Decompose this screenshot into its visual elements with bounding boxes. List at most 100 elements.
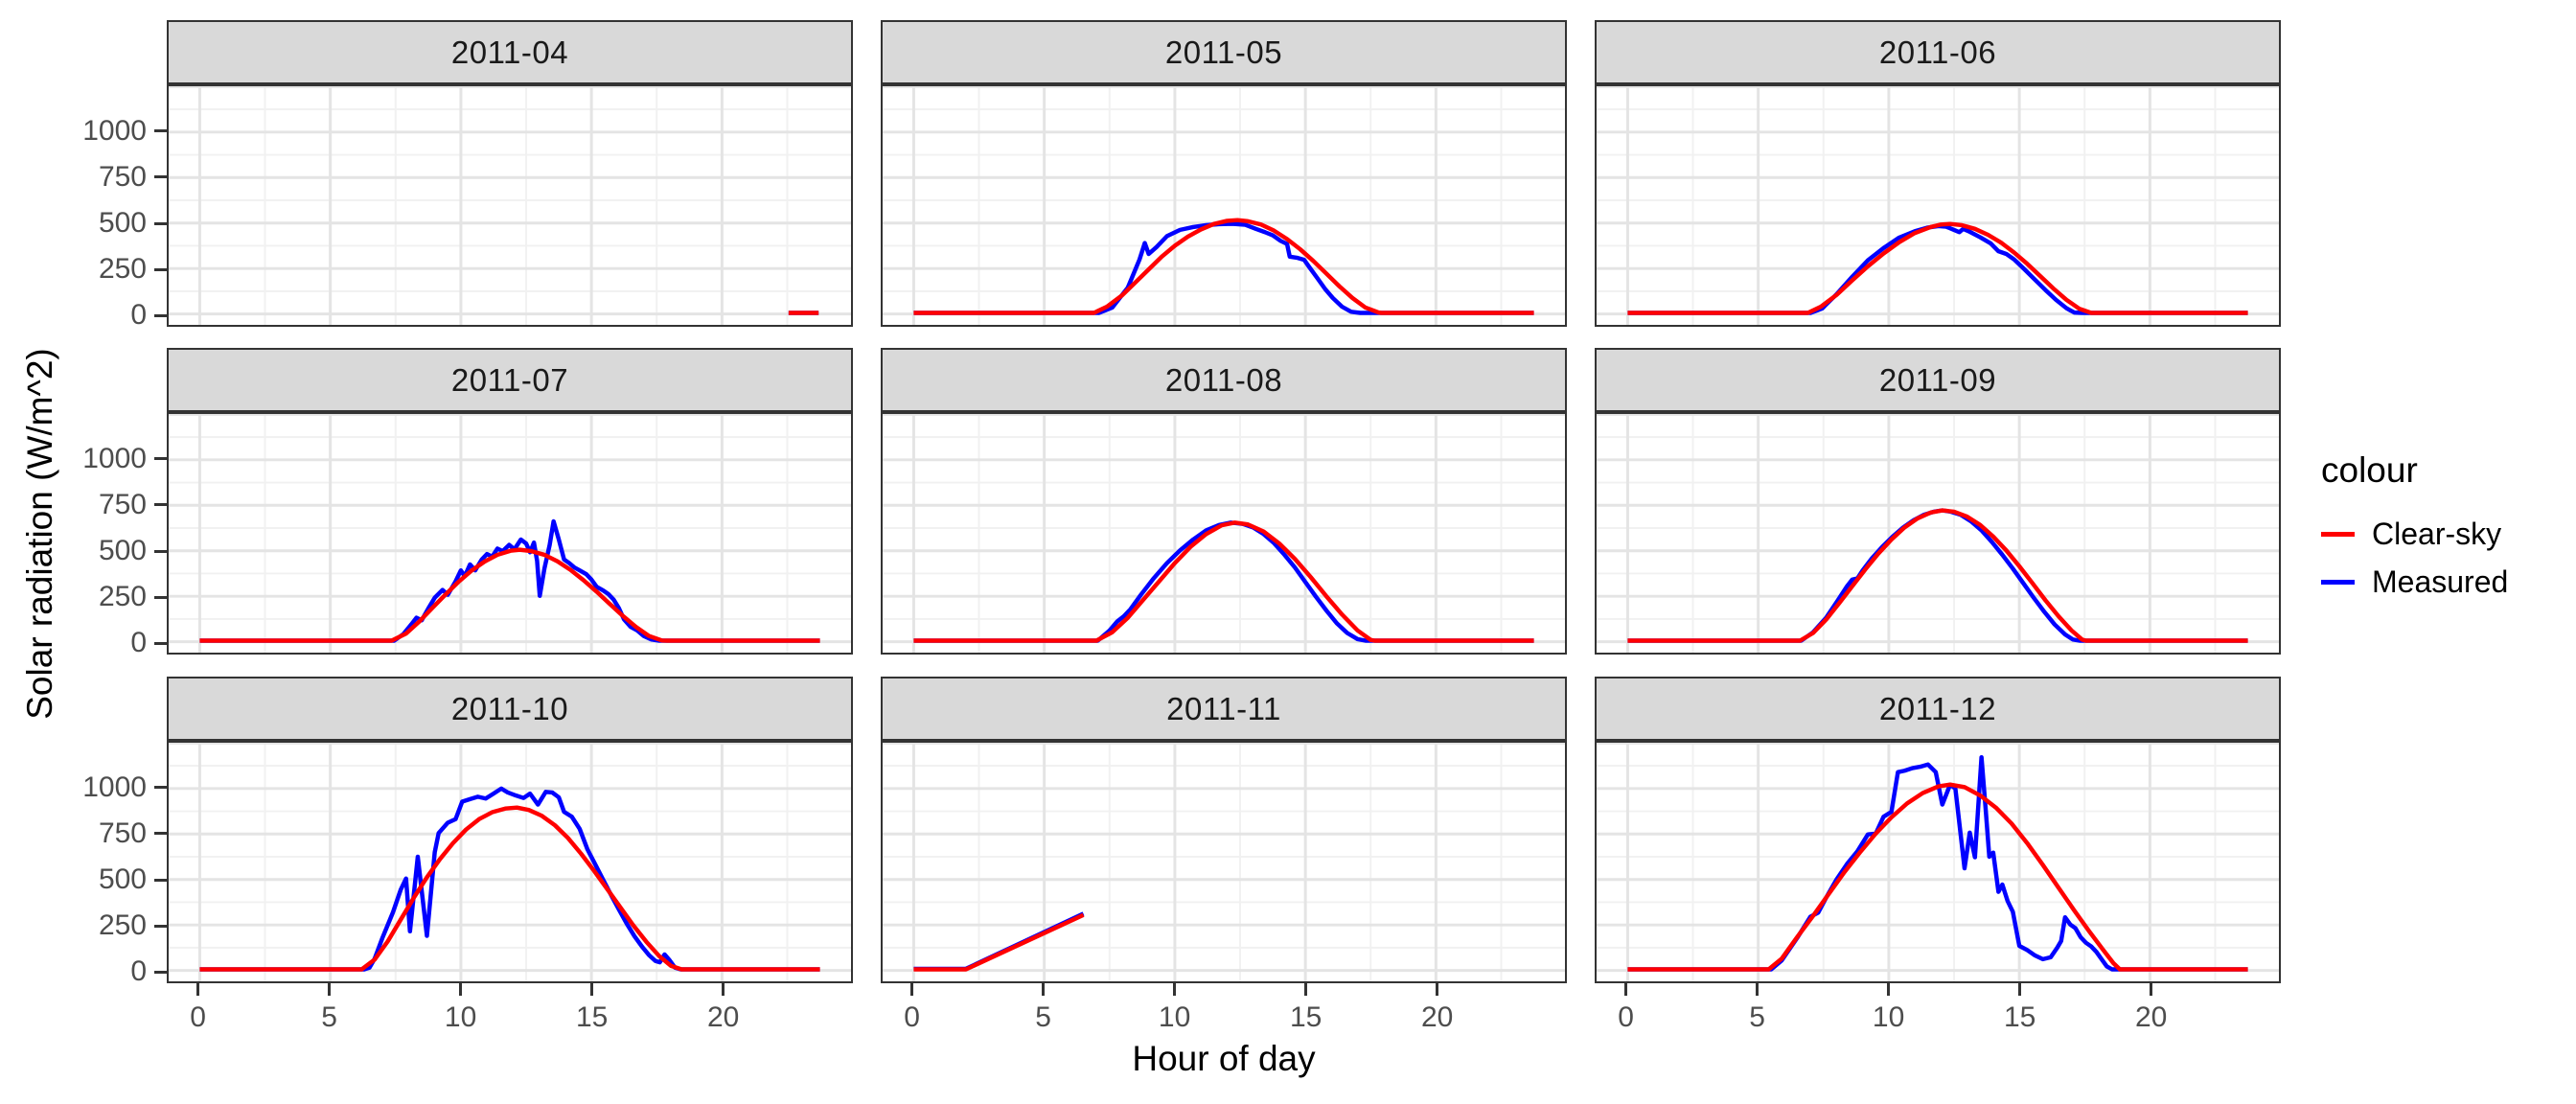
facet-label: 2011-08: [1164, 361, 1283, 398]
facet-label: 2011-11: [1166, 690, 1281, 726]
facet-chart-2011-09: [1597, 414, 2279, 653]
y-axis-tick: [154, 267, 167, 271]
y-tick-label: 500: [98, 535, 147, 566]
facet-chart-2011-04: [169, 86, 851, 325]
y-axis-tick: [154, 641, 167, 645]
legend-item-clear-sky: Clear-sky: [2321, 516, 2572, 552]
series-measured-2011-11: [913, 911, 1085, 972]
x-axis-tick: [1173, 983, 1177, 996]
facet-panel-2011-12: [1595, 741, 2281, 983]
legend-item-label: Clear-sky: [2372, 516, 2502, 551]
y-axis-tick: [154, 786, 167, 790]
x-tick-label: 0: [190, 1001, 206, 1033]
facet-label: 2011-05: [1164, 34, 1283, 70]
facet-panel-2011-06: [1595, 84, 2281, 327]
x-axis-tick: [2150, 983, 2153, 996]
legend-title: colour: [2321, 450, 2418, 490]
facet-panel-2011-11: [881, 741, 1567, 983]
y-tick-label: 1000: [82, 114, 147, 147]
x-tick-label: 15: [575, 1001, 609, 1033]
facet-chart-2011-06: [1597, 86, 2279, 325]
facet-strip-2011-08: 2011-08: [881, 348, 1567, 412]
series-measured-2011-07: [199, 518, 820, 643]
facet-strip-2011-12: 2011-12: [1595, 677, 2281, 741]
x-axis-tick: [590, 983, 594, 996]
facet-panel-2011-04: [167, 84, 853, 327]
legend: colour Clear-sky Measured: [2321, 450, 2572, 611]
y-axis-tick: [154, 832, 167, 836]
x-axis-title: Hour of day: [1132, 1039, 1316, 1078]
x-axis-tick: [1756, 983, 1760, 996]
series-measured-2011-06: [1627, 223, 2248, 315]
x-axis-tick: [910, 983, 914, 996]
y-tick-label: 1000: [82, 770, 147, 803]
series-measured-2011-05: [913, 221, 1534, 315]
y-tick-label: 500: [98, 863, 147, 895]
series-clear-sky-2011-07: [199, 547, 820, 643]
series-clear-sky-2011-10: [199, 805, 820, 972]
series-clear-sky-2011-05: [913, 218, 1534, 315]
y-axis-tick: [154, 129, 167, 133]
facet-chart-2011-07: [169, 414, 851, 653]
facet-strip-2011-07: 2011-07: [167, 348, 853, 412]
x-axis-tick: [1304, 983, 1308, 996]
facet-chart-2011-11: [883, 743, 1565, 981]
facet-panel-2011-07: [167, 412, 853, 655]
legend-item-measured: Measured: [2321, 564, 2572, 600]
facet-strip-2011-11: 2011-11: [881, 677, 1567, 741]
y-tick-label: 750: [98, 488, 147, 520]
series-measured-2011-12: [1627, 754, 2248, 972]
x-tick-label: 20: [706, 1001, 740, 1033]
x-axis-tick: [2018, 983, 2022, 996]
series-clear-sky-2011-12: [1627, 782, 2248, 972]
series-clear-sky-2011-06: [1627, 221, 2248, 315]
y-axis-tick: [154, 970, 167, 974]
facet-label: 2011-06: [1878, 34, 1997, 70]
x-tick-label: 0: [1618, 1001, 1634, 1033]
facet-strip-2011-10: 2011-10: [167, 677, 853, 741]
facet-label: 2011-10: [450, 690, 569, 726]
y-axis-tick: [154, 313, 167, 317]
facet-panel-2011-10: [167, 741, 853, 983]
y-axis-tick: [154, 175, 167, 179]
x-tick-label: 10: [444, 1001, 477, 1033]
facet-panel-2011-05: [881, 84, 1567, 327]
series-measured-2011-08: [913, 520, 1534, 643]
facet-panel-2011-08: [881, 412, 1567, 655]
series-measured-2011-10: [199, 786, 820, 972]
y-tick-label: 0: [130, 299, 147, 332]
x-tick-label: 5: [1035, 1001, 1051, 1033]
x-axis-tick: [459, 983, 463, 996]
facet-panel-2011-09: [1595, 412, 2281, 655]
x-tick-label: 5: [1749, 1001, 1765, 1033]
facet-label: 2011-09: [1878, 361, 1997, 398]
series-measured-2011-09: [1627, 508, 2248, 643]
y-tick-label: 0: [130, 627, 147, 659]
facet-label: 2011-12: [1878, 690, 1997, 726]
y-tick-label: 250: [98, 909, 147, 942]
facet-chart-2011-08: [883, 414, 1565, 653]
x-axis-tick: [1887, 983, 1891, 996]
x-tick-label: 15: [1289, 1001, 1322, 1033]
x-tick-label: 0: [904, 1001, 920, 1033]
x-axis-tick: [722, 983, 725, 996]
facet-strip-2011-05: 2011-05: [881, 20, 1567, 84]
x-axis-tick: [196, 983, 200, 996]
x-axis-tick: [1436, 983, 1439, 996]
y-tick-label: 750: [98, 160, 147, 193]
facet-strip-2011-09: 2011-09: [1595, 348, 2281, 412]
series-clear-sky-2011-08: [913, 520, 1534, 643]
legend-item-label: Measured: [2372, 564, 2509, 599]
series-clear-sky-2011-11: [913, 912, 1085, 972]
y-tick-label: 250: [98, 581, 147, 613]
x-axis-tick: [328, 983, 332, 996]
legend-key-line-icon: [2321, 579, 2355, 585]
y-axis-tick: [154, 549, 167, 553]
y-axis-tick: [154, 595, 167, 599]
facet-label: 2011-07: [450, 361, 569, 398]
facet-chart-2011-05: [883, 86, 1565, 325]
y-axis-tick: [154, 457, 167, 461]
x-tick-label: 20: [2134, 1001, 2168, 1033]
x-axis-tick: [1624, 983, 1628, 996]
